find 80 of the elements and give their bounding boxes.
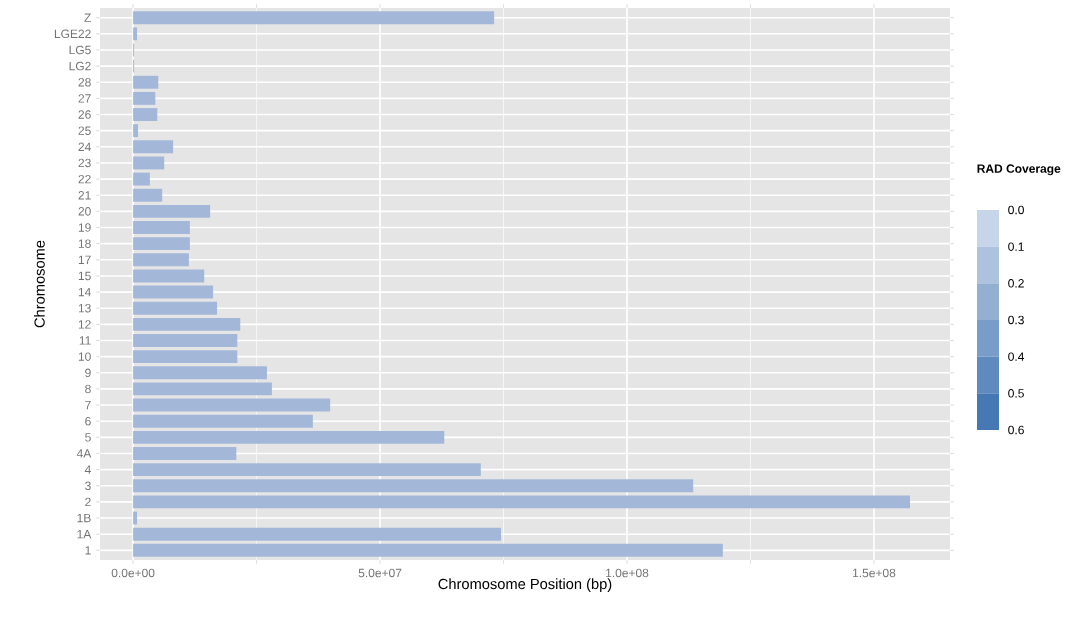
- y-tick-label: 25: [78, 126, 91, 135]
- y-tick-label: 8: [85, 384, 91, 394]
- y-tick-label: 22: [78, 174, 91, 184]
- y-tick-label: 2: [85, 497, 91, 507]
- y-tick-label: 4A: [76, 449, 92, 458]
- color-bar-label: 0.2: [1008, 279, 1024, 288]
- bar: [133, 237, 190, 251]
- bar: [133, 527, 502, 541]
- bar: [133, 124, 139, 138]
- bar: [133, 188, 163, 202]
- bar: [133, 447, 237, 460]
- y-tick-label: 14: [78, 287, 91, 297]
- y-tick-label: 6: [85, 416, 91, 426]
- bar: [133, 543, 723, 557]
- y-tick-label: 1B: [77, 513, 91, 523]
- y-tick-label: 24: [78, 142, 91, 151]
- y-tick-label: 18: [78, 239, 91, 248]
- x-tick-label: 1.5e+08: [853, 568, 896, 578]
- bar: [133, 75, 159, 89]
- bar: [133, 463, 481, 477]
- y-tick-label: Z: [84, 13, 91, 22]
- bar: [133, 414, 313, 428]
- y-tick-label: 12: [78, 320, 91, 329]
- bar: [133, 269, 205, 283]
- y-tick-label: LG5: [69, 45, 91, 55]
- bar: [133, 172, 150, 186]
- y-tick-label: 10: [78, 352, 91, 361]
- bar: [133, 479, 694, 493]
- bar: [133, 495, 911, 509]
- y-tick-label: 1A: [77, 530, 92, 539]
- color-bar-label: 0.6: [1008, 425, 1024, 435]
- x-axis-title: Chromosome Position (bp): [438, 578, 612, 593]
- bar: [133, 334, 238, 347]
- bar: [133, 285, 214, 299]
- y-tick-label: 21: [78, 191, 91, 200]
- bar: [133, 366, 267, 380]
- bar: [133, 27, 138, 41]
- y-tick-label: 15: [78, 271, 91, 281]
- color-bar-label: 0.5: [1008, 389, 1024, 398]
- bar: [133, 511, 138, 525]
- color-bar-title: RAD Coverage: [977, 164, 1061, 176]
- bar: [133, 108, 158, 121]
- y-tick-label: 19: [78, 223, 91, 232]
- color-bar-label: 0.1: [1008, 242, 1024, 251]
- y-tick-label: 5: [85, 433, 91, 442]
- y-tick-label: 28: [78, 77, 91, 87]
- y-tick-label: 20: [78, 207, 91, 216]
- y-tick-label: 26: [78, 110, 91, 119]
- bar: [133, 221, 190, 234]
- x-tick-label: 1.0e+08: [606, 568, 649, 578]
- color-bar-label: 0.3: [1008, 315, 1024, 325]
- color-bar-label: 0.0: [1008, 205, 1024, 215]
- y-tick-label: 27: [78, 94, 91, 103]
- bar: [133, 140, 174, 154]
- bar: [133, 91, 156, 105]
- bar: [133, 204, 211, 218]
- color-bar-label: 0.4: [1008, 352, 1025, 361]
- bar: [133, 430, 445, 444]
- bar: [133, 301, 218, 315]
- y-tick-label: 1: [85, 546, 91, 555]
- y-tick-label: 3: [85, 481, 91, 491]
- y-tick-label: LGE22: [54, 29, 91, 39]
- y-tick-label: 17: [78, 255, 91, 264]
- y-tick-label: 7: [85, 400, 91, 410]
- x-tick-label: 5.0e+07: [358, 568, 402, 578]
- bar: [133, 156, 165, 170]
- bar: [133, 317, 241, 331]
- bar: [133, 253, 189, 267]
- y-tick-label: 23: [78, 158, 91, 168]
- bar: [133, 350, 238, 364]
- y-tick-label: 9: [85, 368, 91, 378]
- bar: [133, 398, 331, 412]
- bar: [133, 382, 272, 396]
- y-tick-label: 4: [84, 465, 91, 474]
- bar: [133, 11, 495, 25]
- y-tick-label: 13: [78, 303, 91, 313]
- y-axis-title: Chromosome: [34, 240, 45, 328]
- x-tick-label: 0.0e+00: [111, 568, 155, 578]
- y-tick-label: LG2: [69, 61, 91, 71]
- y-tick-label: 11: [79, 336, 91, 345]
